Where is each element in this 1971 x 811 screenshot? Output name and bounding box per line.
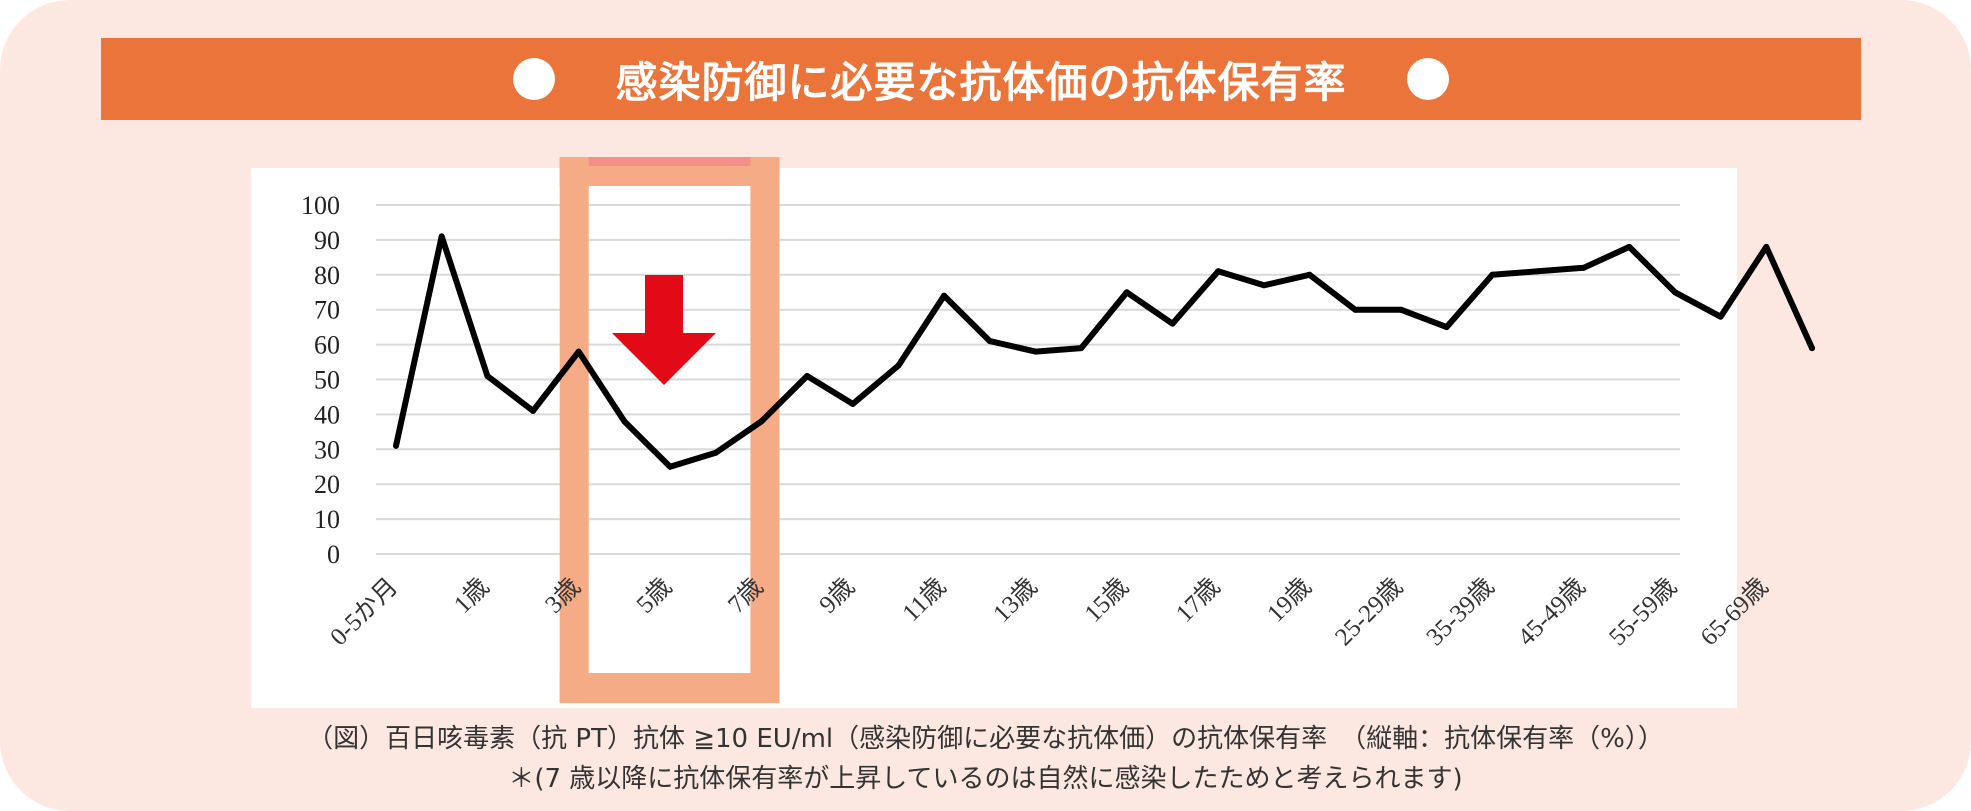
- data-point: [1397, 306, 1404, 313]
- data-point: [484, 373, 491, 380]
- x-tick-label: 17歳: [1170, 572, 1225, 627]
- data-point: [1534, 268, 1541, 275]
- x-tick-label: 25-29歳: [1329, 572, 1408, 651]
- data-point: [1169, 320, 1176, 327]
- down-arrow-icon: [612, 275, 716, 385]
- data-point: [1215, 268, 1222, 275]
- y-tick-label: 0: [327, 540, 340, 569]
- bullet-dot-icon: [513, 58, 556, 100]
- y-tick-label: 20: [314, 470, 340, 499]
- highlight-frame-bottom: [559, 673, 780, 703]
- y-tick-label: 100: [301, 191, 340, 220]
- bullet-dot-icon: [1406, 58, 1449, 100]
- x-tick-label: 13歳: [988, 572, 1043, 627]
- figure-note: ＊(7 歳以降に抗体保有率が上昇しているのは自然に感染したためと考えられます): [508, 764, 1463, 794]
- y-tick-label: 30: [314, 435, 340, 464]
- y-axis-ticks: 0 10 20 30 40 50 60 70 80 90 100: [301, 191, 340, 569]
- x-tick-label: 9歳: [814, 572, 860, 618]
- data-point: [667, 463, 674, 470]
- data-point: [1306, 271, 1313, 278]
- y-tick-label: 50: [314, 366, 340, 395]
- data-point: [1763, 243, 1770, 250]
- data-point: [849, 400, 856, 407]
- data-point: [1717, 313, 1724, 320]
- data-point: [941, 292, 948, 299]
- data-point: [438, 233, 445, 240]
- y-tick-label: 40: [314, 400, 340, 429]
- x-tick-label: 5歳: [631, 572, 677, 618]
- data-point: [1260, 282, 1267, 289]
- highlight-frame-left: [559, 157, 589, 703]
- highlight-frame-right: [750, 157, 780, 703]
- data-point: [1809, 345, 1815, 352]
- x-tick-label: 19歳: [1262, 572, 1317, 627]
- data-point: [1580, 264, 1587, 271]
- gridlines: [376, 204, 1680, 555]
- banner-title: 感染防御に必要な抗体価の抗体保有率: [615, 57, 1347, 107]
- data-point: [1489, 271, 1496, 278]
- x-axis-ticks: 0-5か月 1歳 3歳 5歳 7歳 9歳 11歳 13歳 15歳 17歳 19歳 25-29歳 35-3…: [325, 572, 1773, 651]
- x-tick-label: 65-69歳: [1695, 572, 1774, 651]
- data-point: [986, 338, 993, 345]
- y-tick-label: 60: [314, 331, 340, 360]
- data-point: [1626, 243, 1633, 250]
- data-point: [575, 348, 582, 355]
- x-tick-label: 11歳: [897, 572, 952, 627]
- figure-caption: （図）百日咳毒素（抗 PT）抗体 ≧10 EU/ml（感染防御に必要な抗体価）の…: [307, 724, 1664, 754]
- data-point: [804, 373, 811, 380]
- y-tick-label: 70: [314, 296, 340, 325]
- x-tick-label: 15歳: [1079, 572, 1134, 627]
- data-point: [895, 362, 902, 369]
- x-tick-label: 55-59歳: [1603, 572, 1682, 651]
- series-line: [393, 233, 1815, 470]
- data-point: [393, 442, 399, 449]
- data-point: [1443, 324, 1450, 331]
- data-point: [1123, 289, 1130, 296]
- y-tick-label: 10: [314, 505, 340, 534]
- highlight-frame-top-edge: [559, 157, 780, 166]
- data-point: [1032, 348, 1039, 355]
- data-point: [758, 418, 765, 425]
- x-tick-label: 1歳: [448, 572, 494, 618]
- x-tick-label: 0-5か月: [325, 573, 403, 651]
- x-tick-label: 45-49歳: [1512, 572, 1591, 651]
- data-point: [1352, 306, 1359, 313]
- data-point: [1078, 345, 1085, 352]
- age-highlight: [559, 157, 780, 703]
- data-point: [621, 418, 628, 425]
- x-tick-label: 35-39歳: [1421, 572, 1500, 651]
- y-tick-label: 80: [314, 261, 340, 290]
- y-tick-label: 90: [314, 226, 340, 255]
- data-point: [1671, 289, 1678, 296]
- title-banner: 感染防御に必要な抗体価の抗体保有率: [101, 38, 1861, 120]
- chart-area: [251, 168, 1737, 708]
- series: [393, 233, 1815, 470]
- data-point: [530, 407, 537, 414]
- down-arrow-shape: [612, 275, 716, 385]
- data-point: [712, 449, 719, 456]
